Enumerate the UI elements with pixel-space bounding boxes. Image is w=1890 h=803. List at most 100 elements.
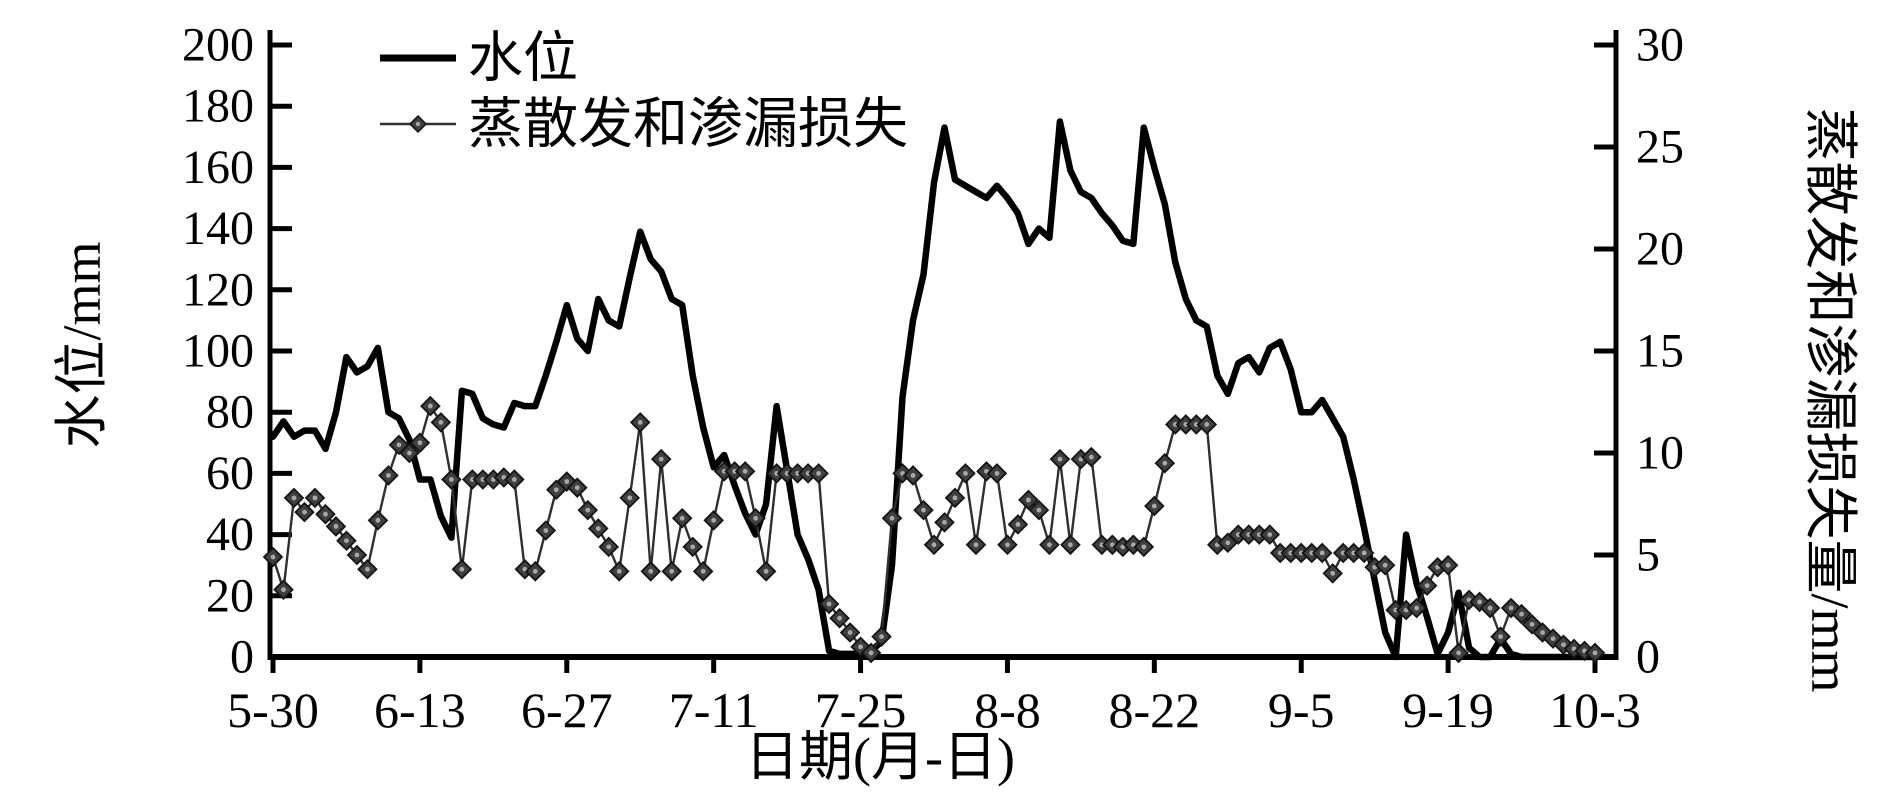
y-left-tick-label: 80	[206, 386, 254, 439]
et-marker-dot	[532, 568, 538, 574]
et-marker-dot	[669, 568, 675, 574]
et-marker-dot	[1550, 636, 1556, 642]
et-marker-dot	[585, 507, 591, 513]
et-marker-dot	[375, 517, 381, 523]
et-marker-dot	[1351, 550, 1357, 556]
legend-et-loss-diamond-dot	[415, 121, 421, 127]
et-marker-dot	[1204, 422, 1210, 427]
y-right-tick-label: 15	[1636, 325, 1684, 378]
et-marker-dot	[658, 456, 664, 462]
et-marker-dot	[1592, 650, 1598, 656]
et-marker-dot	[1151, 503, 1157, 509]
et-marker-dot	[1246, 532, 1252, 537]
et-marker-dot	[543, 528, 549, 533]
et-marker-dot	[1414, 605, 1420, 611]
et-marker-dot	[1340, 550, 1346, 556]
et-marker-dot	[1067, 542, 1073, 548]
et-marker-dot	[994, 471, 1000, 476]
et-marker-dot	[711, 517, 717, 523]
et-marker-dot	[1519, 611, 1524, 617]
et-marker-dot	[574, 485, 580, 491]
et-marker-dot	[637, 420, 643, 425]
et-marker-dot	[921, 507, 926, 513]
y-right-tick-label: 20	[1636, 223, 1684, 276]
et-marker-dot	[1026, 497, 1031, 503]
et-marker-dot	[1193, 422, 1199, 427]
legend-water-level-label: 水位	[468, 28, 578, 89]
et-marker-dot	[1477, 599, 1482, 605]
et-marker-dot	[763, 568, 769, 574]
et-marker-dot	[270, 554, 276, 560]
y-left-tick-label: 100	[182, 325, 254, 378]
et-marker-dot	[606, 544, 612, 550]
et-marker-dot	[1361, 550, 1367, 556]
et-marker-dot	[784, 471, 790, 476]
x-tick-label: 9-5	[1268, 682, 1335, 738]
x-tick-label: 10-3	[1549, 682, 1641, 738]
et-marker-dot	[1561, 642, 1566, 648]
et-marker-dot	[1183, 422, 1189, 427]
et-marker-dot	[1487, 605, 1493, 611]
et-marker-dot	[1256, 532, 1262, 537]
y-right-tick-label: 0	[1636, 631, 1660, 684]
et-marker-dot	[1057, 456, 1063, 462]
et-marker-dot	[1005, 542, 1010, 548]
y-left-tick-label: 140	[182, 202, 254, 255]
et-marker-dot	[1162, 460, 1168, 466]
y-right-tick-label: 10	[1636, 427, 1684, 480]
et-marker-dot	[774, 471, 780, 476]
x-tick-label: 5-30	[227, 682, 319, 738]
et-marker-dot	[816, 471, 821, 476]
x-tick-label: 7-11	[669, 682, 759, 738]
et-marker-dot	[858, 644, 863, 650]
et-marker-dot	[1225, 540, 1231, 546]
et-marker-dot	[1393, 607, 1399, 613]
y-left-tick-label: 200	[182, 19, 254, 72]
et-marker-dot	[1047, 542, 1052, 548]
et-marker-dot	[333, 524, 339, 529]
et-marker-dot	[354, 552, 360, 558]
et-marker-dot	[1529, 621, 1535, 627]
et-marker-dot	[847, 630, 853, 635]
legend: 水位 蒸散发和渗漏损失	[380, 28, 908, 155]
et-marker-dot	[386, 473, 391, 478]
et-marker-dot	[1235, 532, 1241, 537]
y-left-tick-label: 20	[206, 569, 254, 622]
x-tick-label: 9-19	[1402, 682, 1494, 738]
et-marker-dot	[406, 450, 412, 456]
et-marker-dot	[1015, 522, 1021, 527]
y-right-axis-title: 蒸散发和渗漏损失量/mm	[1800, 107, 1860, 692]
et-marker-dot	[795, 471, 801, 476]
et-marker-dot	[511, 477, 517, 482]
et-marker-dot	[323, 511, 328, 517]
et-marker-dot	[963, 471, 968, 476]
et-marker-dot	[1330, 570, 1336, 576]
et-marker-dot	[459, 566, 465, 572]
et-marker-dot	[396, 442, 402, 448]
et-marker-dot	[427, 403, 433, 409]
et-marker-dot	[1424, 583, 1430, 588]
y-right-tick-label: 30	[1636, 19, 1684, 72]
y-left-tick-label: 40	[206, 508, 254, 561]
et-marker-dot	[1267, 532, 1273, 537]
et-marker-dot	[1288, 550, 1294, 556]
et-marker-dot	[595, 526, 601, 531]
y-left-tick-label: 120	[182, 263, 254, 316]
et-marker-dot	[616, 568, 622, 574]
et-marker-dot	[1172, 422, 1178, 427]
et-marker-dot	[1498, 634, 1503, 639]
et-marker-dot	[417, 440, 423, 446]
et-marker-dot	[1319, 550, 1325, 556]
et-marker-dot	[1298, 550, 1304, 556]
et-marker-dot	[837, 615, 842, 621]
et-marker-dot	[1382, 562, 1388, 568]
et-marker-dot	[1277, 550, 1283, 556]
et-marker-dot	[753, 515, 759, 521]
et-marker-dot	[679, 515, 685, 521]
et-marker-dot	[973, 542, 979, 548]
et-marker-dot	[448, 477, 454, 482]
et-marker-dot	[480, 477, 486, 482]
et-marker-dot	[952, 495, 958, 501]
y-left-tick-label: 60	[206, 447, 254, 500]
et-marker-dot	[1309, 550, 1315, 556]
